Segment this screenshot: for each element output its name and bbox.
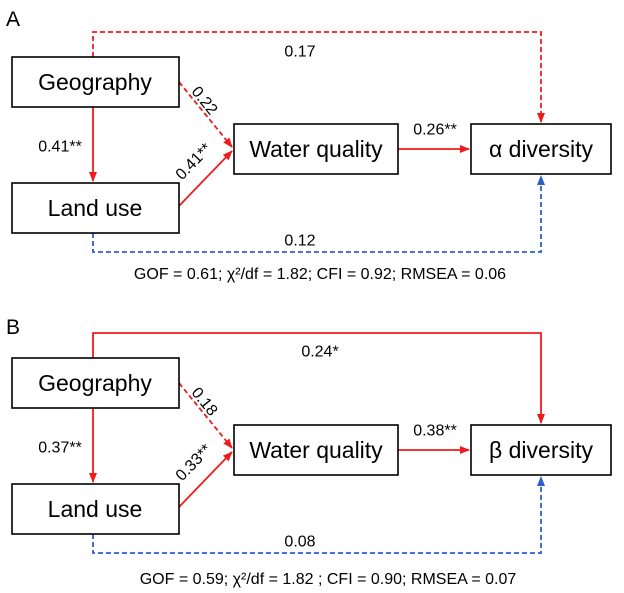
coef-landuse-diversity: 0.08: [284, 534, 315, 551]
coef-geography-waterquality: 0.18: [188, 385, 221, 420]
node-geography: [11, 357, 180, 409]
coef-geography-diversity: 0.17: [284, 44, 315, 61]
fit-statistics: GOF = 0.59; χ²/df = 1.82 ; CFI = 0.90; R…: [140, 571, 517, 588]
coef-geography-waterquality: 0.22: [188, 84, 221, 119]
node-land-use: [11, 483, 180, 535]
path-landuse-diversity: [92, 175, 545, 253]
node-diversity: [470, 424, 612, 476]
node-geography: [11, 56, 180, 108]
coef-geography-landuse: 0.41**: [38, 139, 82, 156]
node-water-quality: [233, 424, 399, 476]
panel-a: A 0.17 0.41** 0.22 0.41** 0.26** 0.12 Ge…: [6, 8, 612, 283]
node-land-use: [11, 182, 180, 234]
path-geography-waterquality: [178, 81, 233, 148]
fit-statistics: GOF = 0.61; χ²/df = 1.82; CFI = 0.92; RM…: [134, 266, 506, 283]
coef-landuse-waterquality: 0.41**: [173, 140, 216, 183]
path-geography-waterquality: [178, 382, 233, 449]
coef-landuse-waterquality: 0.33**: [173, 441, 216, 484]
node-water-quality-label: Water quality: [249, 437, 383, 463]
coef-waterquality-diversity: 0.26**: [413, 122, 457, 139]
path-landuse-waterquality: [178, 150, 233, 207]
panel-label: A: [6, 8, 20, 31]
panel-label: B: [6, 316, 20, 339]
coef-waterquality-diversity: 0.38**: [413, 423, 457, 440]
path-landuse-waterquality: [178, 451, 233, 508]
node-diversity-label: α diversity: [489, 136, 594, 162]
path-geography-diversity: [92, 31, 545, 123]
path-geography-diversity: [92, 332, 545, 424]
node-land-use-label: Land use: [48, 496, 143, 522]
coef-geography-diversity: 0.24*: [301, 344, 338, 361]
node-water-quality: [233, 123, 399, 175]
node-diversity-label: β diversity: [489, 437, 593, 463]
node-water-quality-label: Water quality: [249, 136, 383, 162]
panel-b: B 0.24* 0.37** 0.18 0.33** 0.38** 0.08 G…: [6, 316, 612, 588]
node-land-use-label: Land use: [48, 195, 143, 221]
coef-landuse-diversity: 0.12: [284, 233, 315, 250]
node-geography-label: Geography: [38, 370, 152, 396]
path-landuse-diversity: [92, 476, 545, 554]
coef-geography-landuse: 0.37**: [38, 440, 82, 457]
node-geography-label: Geography: [38, 69, 152, 95]
node-diversity: [470, 123, 612, 175]
